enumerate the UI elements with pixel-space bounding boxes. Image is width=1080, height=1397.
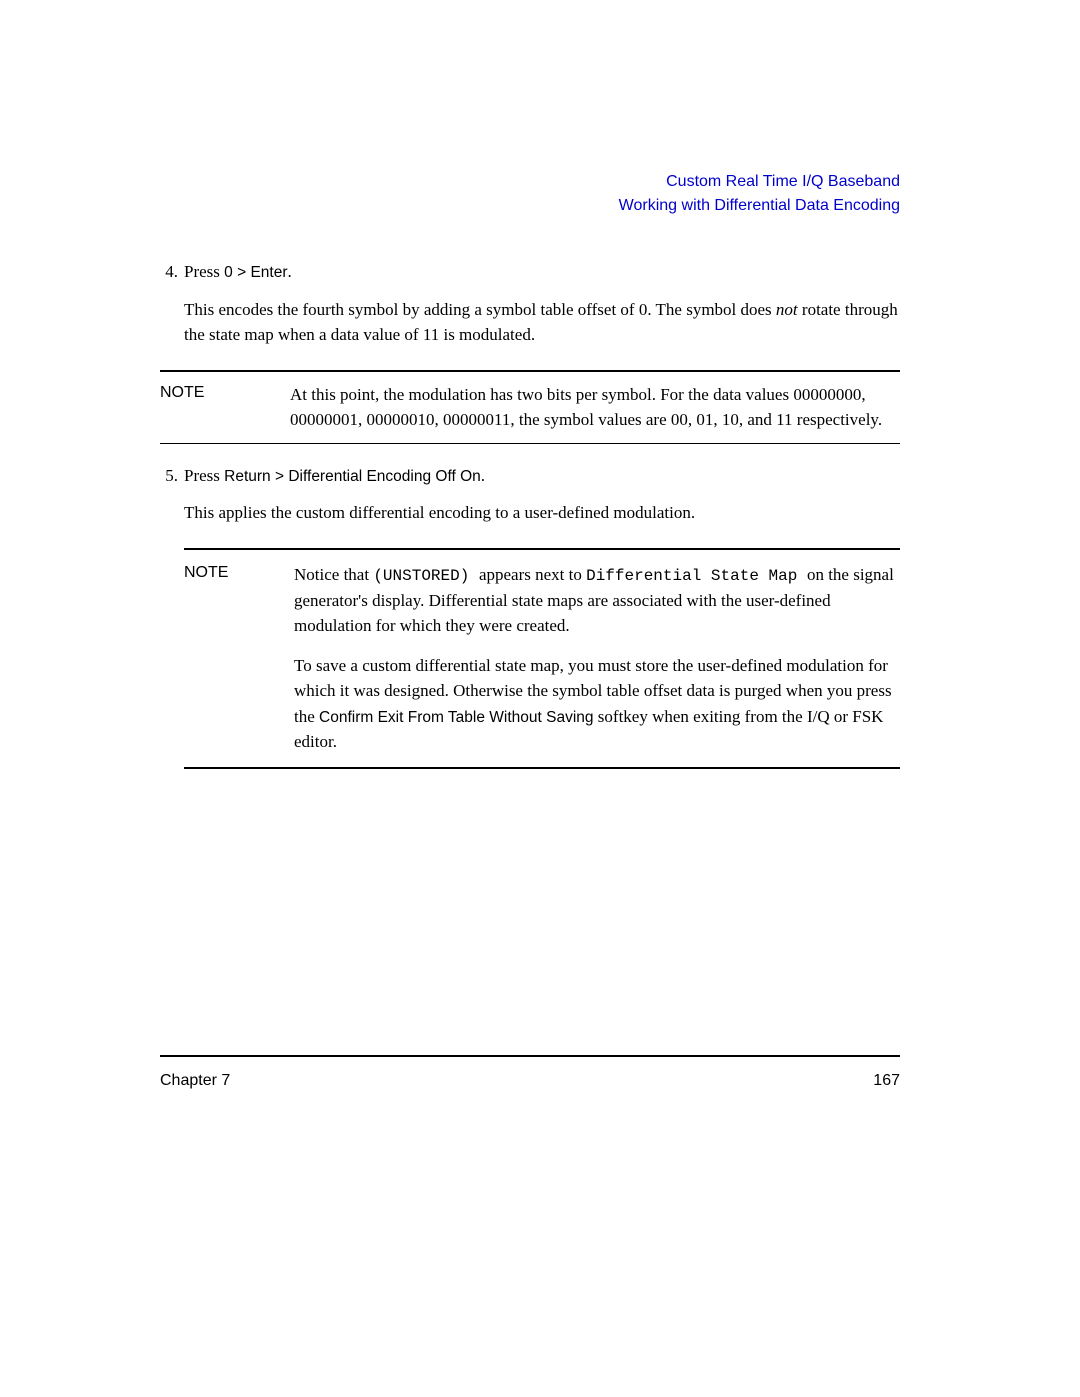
step-number: 4.	[160, 262, 184, 282]
note-block-1: NOTE At this point, the modulation has t…	[160, 370, 900, 444]
step-command: 0 > Enter	[224, 264, 287, 281]
header-line-1: Custom Real Time I/Q Baseband	[160, 170, 900, 194]
note-content: Notice that (UNSTORED) appears next to D…	[294, 562, 900, 755]
page-content: Custom Real Time I/Q Baseband Working wi…	[160, 170, 900, 769]
step-command: Return > Differential Encoding Off On	[224, 468, 481, 485]
footer-page-number: 167	[873, 1072, 900, 1090]
note-label: NOTE	[184, 562, 294, 755]
page-footer: Chapter 7 167	[160, 1072, 900, 1090]
emphasis-not: not	[776, 300, 798, 319]
step-instruction: Press 0 > Enter.	[184, 260, 900, 285]
page-header: Custom Real Time I/Q Baseband Working wi…	[160, 170, 900, 218]
step-press: Press	[184, 262, 224, 281]
step-period: .	[288, 262, 292, 281]
step-number: 5.	[160, 466, 184, 486]
softkey-name: Confirm Exit From Table Without Saving	[319, 709, 594, 726]
note-paragraph-2: To save a custom differential state map,…	[294, 653, 900, 755]
note-block-2: NOTE Notice that (UNSTORED) appears next…	[184, 548, 900, 769]
note-label: NOTE	[160, 382, 290, 433]
code-unstored: (UNSTORED)	[373, 567, 479, 585]
code-diff-state-map: Differential State Map	[586, 567, 807, 585]
step-4: 4. Press 0 > Enter. This encodes the fou…	[160, 260, 900, 348]
note-paragraph-1: Notice that (UNSTORED) appears next to D…	[294, 562, 900, 639]
footer-chapter: Chapter 7	[160, 1072, 230, 1090]
step-press: Press	[184, 466, 224, 485]
step-description: This encodes the fourth symbol by adding…	[184, 297, 900, 348]
footer-rule	[160, 1055, 900, 1057]
header-line-2: Working with Differential Data Encoding	[160, 194, 900, 218]
step-5: 5. Press Return > Differential Encoding …	[160, 464, 900, 526]
step-period: .	[481, 466, 485, 485]
step-description: This applies the custom differential enc…	[184, 500, 900, 526]
step-instruction: Press Return > Differential Encoding Off…	[184, 464, 900, 489]
note-content: At this point, the modulation has two bi…	[290, 382, 900, 433]
